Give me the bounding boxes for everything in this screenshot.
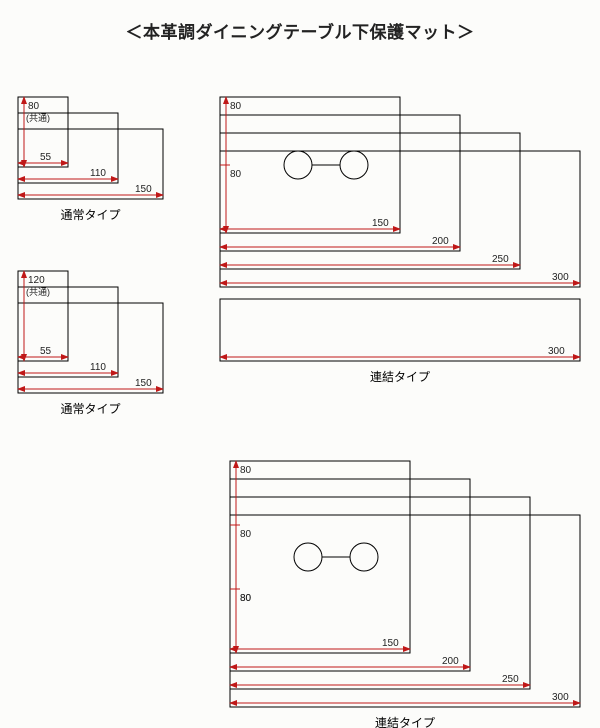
dimension-label: 120 (28, 275, 45, 286)
diagram-caption: 通常タイプ (60, 402, 120, 416)
dimension-label: 200 (442, 656, 459, 667)
dimension-label: 55 (40, 346, 52, 357)
dimension-label: 150 (382, 638, 399, 649)
size-box (220, 299, 580, 361)
dimension-label: 80 (230, 169, 242, 180)
diagram-caption: 通常タイプ (60, 208, 120, 222)
diagram-canvas: 80(共通)55110150通常タイプ120(共通)55110150通常タイプ8… (0, 43, 600, 728)
size-box (230, 479, 470, 671)
dimension-label: (共通) (26, 113, 50, 123)
dimension-label: 250 (502, 674, 519, 685)
dimension-label: 80 (230, 101, 242, 112)
dimension-label: 250 (492, 254, 509, 265)
table-leg-circle (294, 543, 322, 571)
dimension-label: (共通) (26, 287, 50, 297)
size-box (220, 115, 460, 251)
dimension-label: 200 (432, 236, 449, 247)
dimension-label: 300 (552, 692, 569, 703)
size-box (230, 461, 410, 653)
diagram-caption: 連結タイプ (370, 370, 430, 384)
dimension-label: 80 (240, 465, 252, 476)
diagram-caption: 連結タイプ (375, 716, 435, 728)
page-title: ＜本革調ダイニングテーブル下保護マット＞ (0, 0, 600, 43)
size-box (230, 515, 580, 707)
dimension-label: 150 (135, 378, 152, 389)
dimension-label: 150 (372, 218, 389, 229)
dimension-label: 55 (40, 152, 52, 163)
dimension-label: 110 (90, 168, 106, 179)
dimension-label: 150 (135, 184, 152, 195)
dimension-label: 80 (28, 101, 40, 112)
size-box (220, 133, 520, 269)
table-leg-circle (350, 543, 378, 571)
dimension-label: 300 (552, 272, 569, 283)
dimension-label: 300 (548, 346, 565, 357)
dimension-label: 110 (90, 362, 106, 373)
dimension-label: 80 (240, 593, 252, 604)
dimension-label: 80 (240, 529, 252, 540)
table-leg-circle (284, 151, 312, 179)
size-box (230, 497, 530, 689)
size-box (220, 97, 400, 233)
table-leg-circle (340, 151, 368, 179)
